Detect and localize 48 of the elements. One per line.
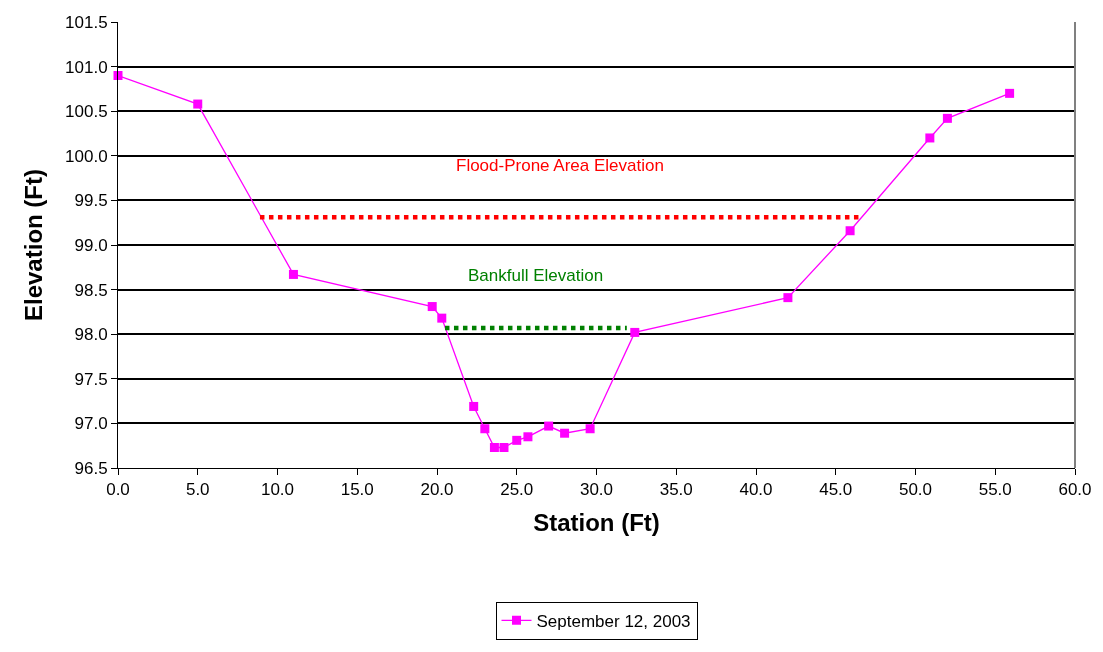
y-tick-label: 97.5 [74, 369, 108, 389]
point [845, 226, 855, 236]
point [489, 442, 499, 452]
point [427, 302, 437, 312]
x-tick-label: 30.0 [579, 480, 614, 500]
point [499, 442, 509, 452]
y-tick-label: 98.5 [74, 280, 108, 300]
point [523, 432, 533, 442]
y-tick-label: 98.0 [74, 325, 108, 345]
y-tick-label: 100.0 [65, 146, 108, 166]
x-tick-label: 0.0 [106, 480, 130, 500]
x-tick-label: 5.0 [185, 480, 210, 500]
point [585, 424, 595, 434]
y-axis-title: Elevation (Ft) [20, 168, 48, 322]
x-tick-label: 20.0 [420, 480, 454, 500]
point [469, 401, 479, 411]
point [560, 428, 570, 438]
y-tick-label: 96.5 [74, 458, 108, 478]
point [1005, 88, 1015, 98]
point [193, 99, 203, 109]
x-tick-label: 15.0 [340, 480, 374, 500]
x-tick-label: 45.0 [819, 480, 853, 500]
y-tick-label: 97.0 [74, 414, 108, 434]
y-tick-label: 99.5 [74, 191, 108, 211]
point [544, 421, 554, 431]
y-tick-label: 100.5 [65, 102, 108, 122]
x-tick-label: 25.0 [500, 480, 534, 500]
x-tick-label: 60.0 [1058, 480, 1092, 500]
point [630, 327, 640, 337]
point [925, 133, 935, 143]
y-tick-label: 99.0 [74, 235, 108, 255]
point [480, 424, 490, 434]
x-tick-label: 10.0 [260, 480, 295, 500]
point [437, 313, 447, 323]
x-axis-title: Station (Ft) [533, 508, 660, 536]
text: Flood-Prone Area Elevation [456, 156, 664, 175]
x-tick-label: 55.0 [978, 480, 1012, 500]
point [783, 293, 793, 303]
x-tick-label: 50.0 [898, 480, 933, 500]
x-tick-label: 35.0 [659, 480, 693, 500]
point [512, 435, 522, 445]
y-tick-label: 101.5 [65, 12, 108, 32]
y-tick-label: 101.0 [65, 57, 108, 77]
point [942, 113, 952, 123]
point [288, 269, 298, 279]
legend-label: September 12, 2003 [536, 611, 691, 631]
x-tick-label: 40.0 [739, 480, 773, 500]
text: Bankfull Elevation [468, 266, 604, 285]
